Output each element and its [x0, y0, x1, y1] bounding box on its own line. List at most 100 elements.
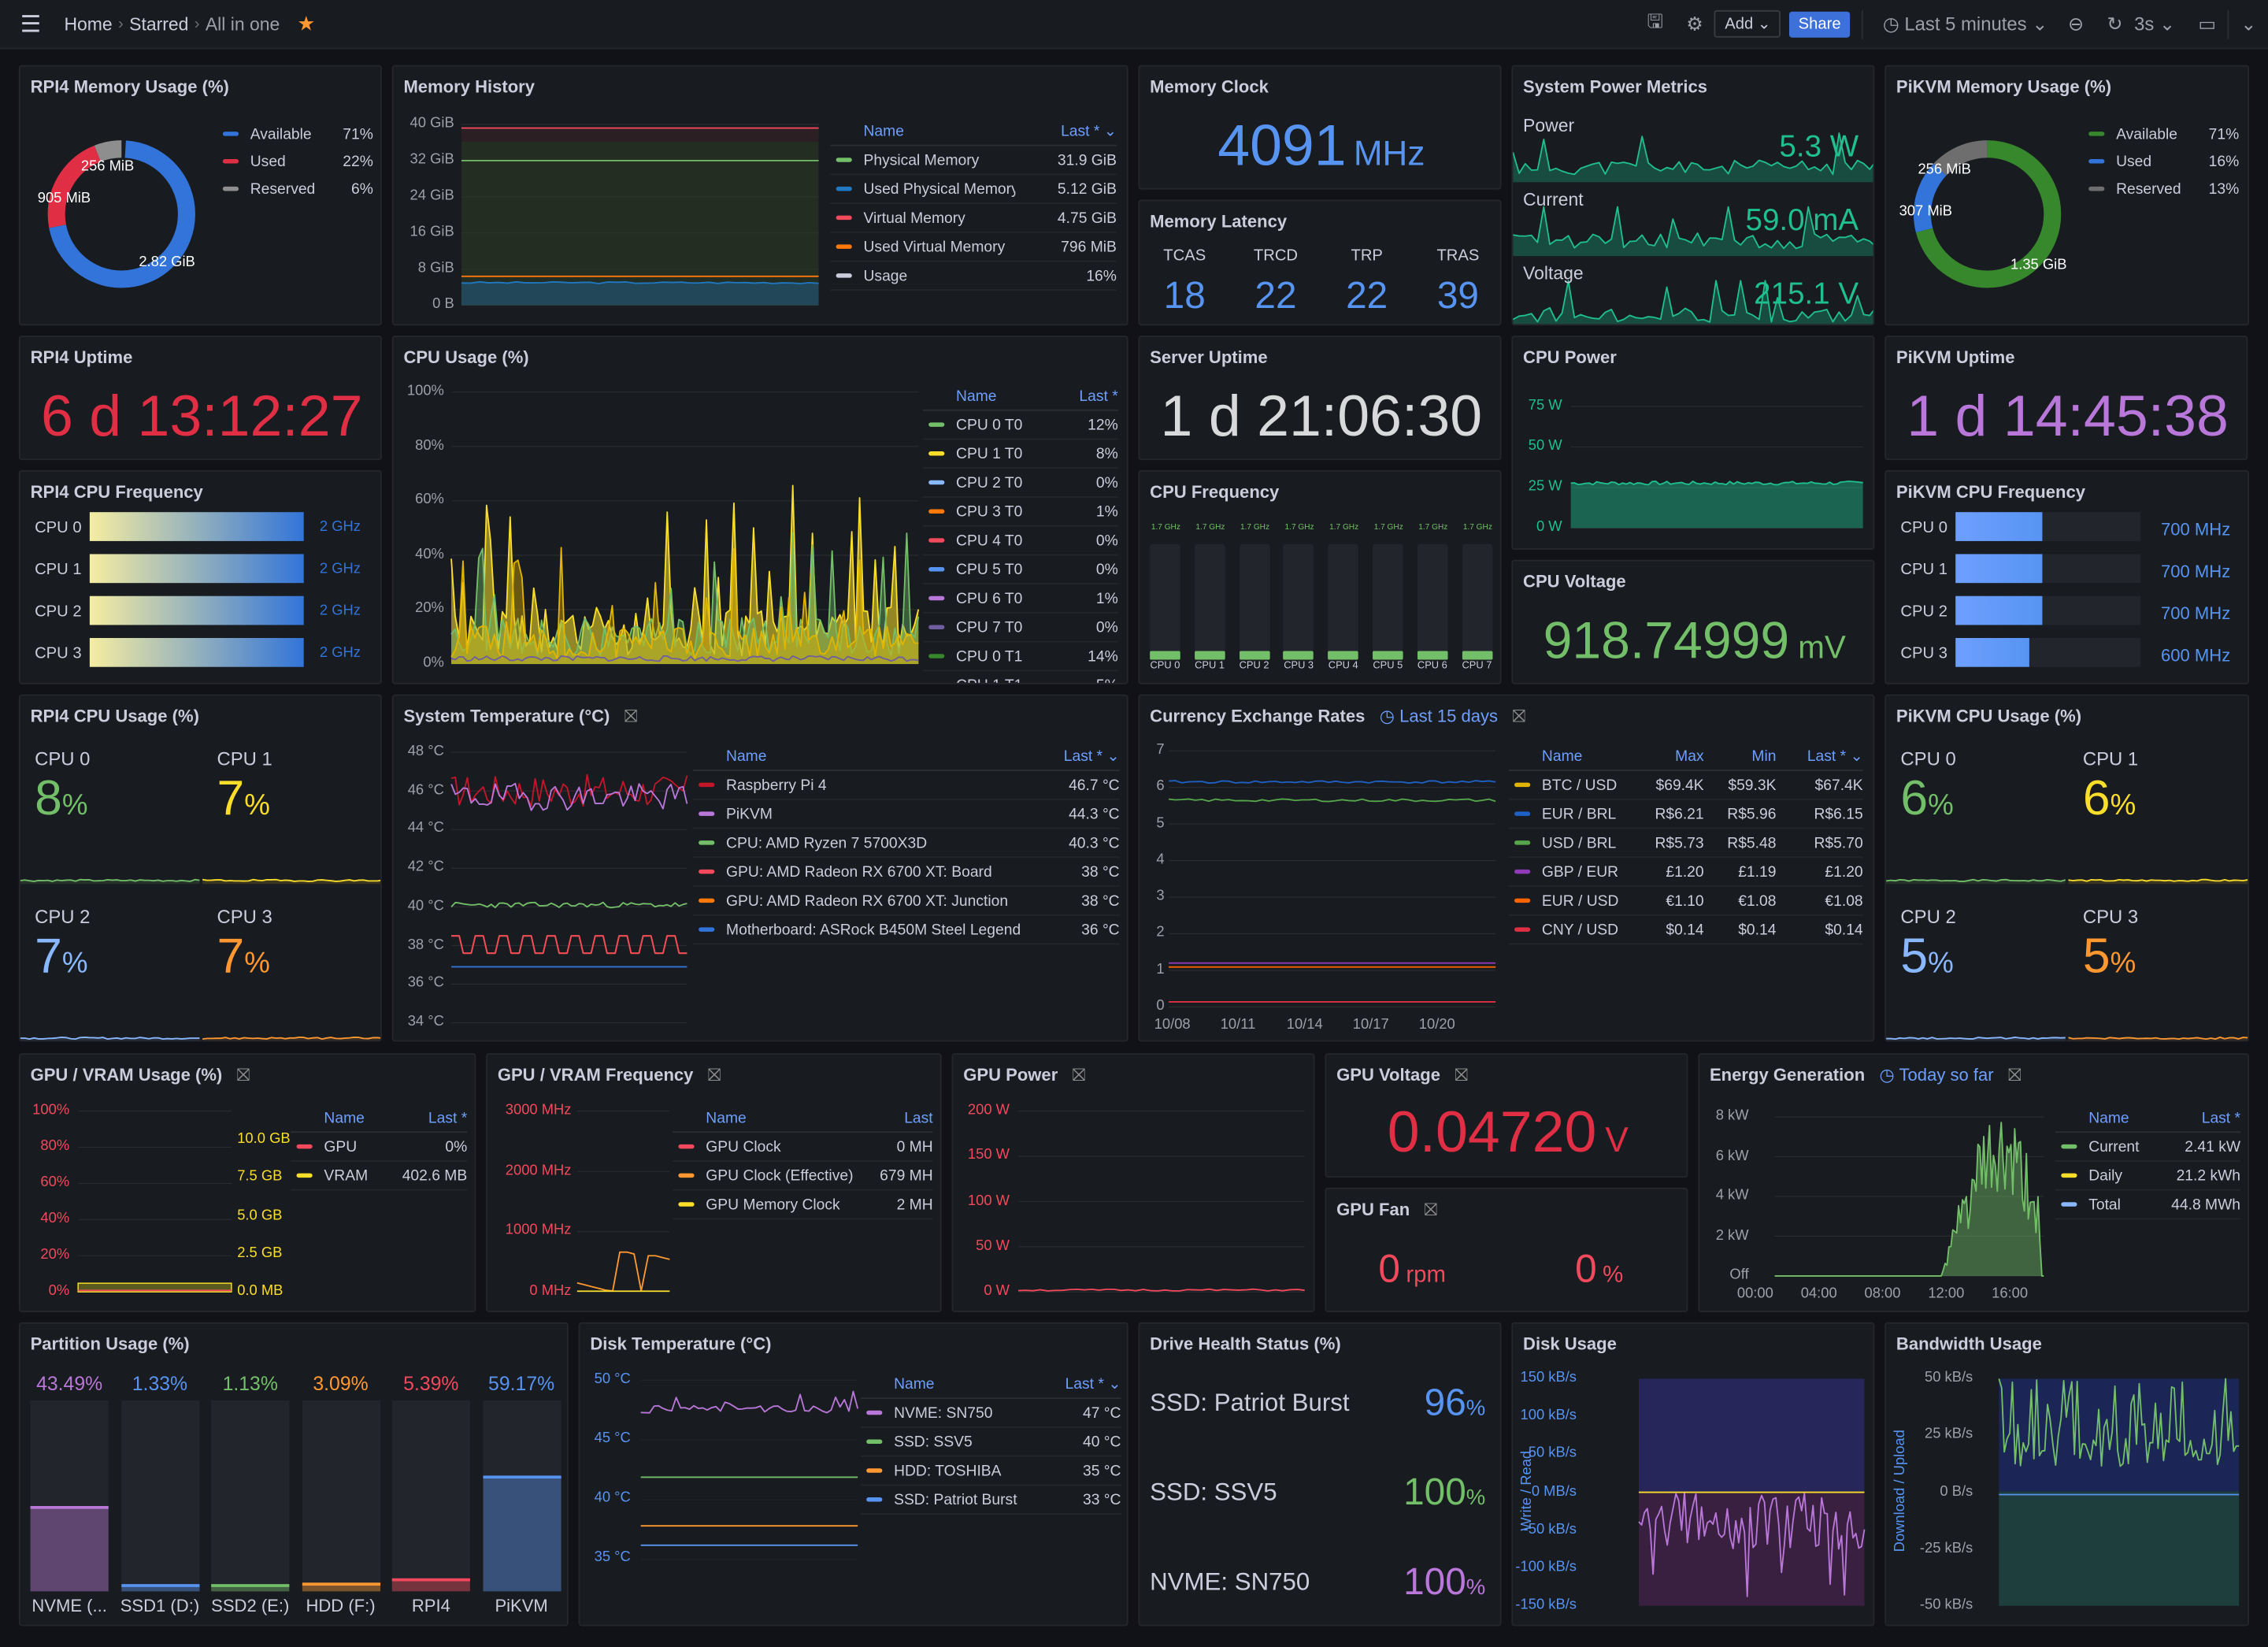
- legend-row[interactable]: Daily 21.2 kWh: [2055, 1162, 2241, 1191]
- legend-header-name[interactable]: Name: [956, 388, 997, 406]
- legend-row[interactable]: CNY / USD $0.14 $0.14 $0.14: [1508, 916, 1863, 945]
- legend-header-name[interactable]: Name: [2088, 1109, 2129, 1127]
- panel-header[interactable]: System Temperature (°C) ⛝: [403, 706, 637, 728]
- gear-icon[interactable]: ⚙: [1686, 12, 1703, 35]
- legend-header-sort[interactable]: Last * ⌄: [1807, 747, 1863, 766]
- legend-row[interactable]: USD / BRL R$5.73 R$5.48 R$5.70: [1508, 829, 1863, 859]
- panel-header[interactable]: GPU / VRAM Frequency ⛝: [498, 1065, 721, 1087]
- legend-row[interactable]: Usage 16%: [830, 262, 1117, 291]
- panel-header[interactable]: Memory Latency: [1150, 211, 1287, 232]
- legend-row[interactable]: CPU 3 T0 1%: [922, 498, 1118, 527]
- legend-header-sort[interactable]: Last *: [428, 1109, 468, 1127]
- legend-row[interactable]: CPU 6 T0 1%: [922, 584, 1118, 614]
- legend-row[interactable]: Used Physical Memory 5.12 GiB: [830, 175, 1117, 204]
- bar-gauge-track[interactable]: [211, 1400, 290, 1592]
- panel-header[interactable]: CPU Power: [1523, 347, 1617, 368]
- legend-row[interactable]: NVME: SN750 47 °C: [860, 1399, 1121, 1428]
- legend-row[interactable]: GPU 0%: [291, 1133, 468, 1162]
- panel-header[interactable]: GPU Voltage ⛝: [1336, 1065, 1468, 1087]
- panel-header[interactable]: GPU Power ⛝: [963, 1065, 1085, 1087]
- panel-header[interactable]: System Power Metrics: [1523, 76, 1707, 97]
- legend-row[interactable]: Current 2.41 kW: [2055, 1133, 2241, 1162]
- legend-header-sort[interactable]: Last *: [2201, 1109, 2241, 1127]
- legend-header-sort[interactable]: Last *: [1079, 388, 1118, 406]
- legend-row[interactable]: EUR / USD €1.10 €1.08 €1.08: [1508, 887, 1863, 916]
- legend-row[interactable]: SSD: SSV5 40 °C: [860, 1428, 1121, 1457]
- panel-header[interactable]: GPU / VRAM Usage (%) ⛝: [31, 1065, 250, 1087]
- panel-header[interactable]: Drive Health Status (%): [1150, 1334, 1341, 1354]
- add-button[interactable]: Add ⌄: [1714, 9, 1781, 38]
- panel-header[interactable]: PiKVM CPU Usage (%): [1896, 706, 2081, 726]
- legend-row[interactable]: SSD: Patriot Burst 33 °C: [860, 1486, 1121, 1515]
- legend-row[interactable]: CPU: AMD Ryzen 7 5700X3D 40.3 °C: [692, 829, 1120, 859]
- legend-header-name[interactable]: Name: [894, 1375, 935, 1393]
- legend-row[interactable]: Available 71%: [2083, 120, 2239, 147]
- panel-header[interactable]: Memory Clock: [1150, 76, 1269, 97]
- bar-gauge-track[interactable]: [120, 1400, 199, 1592]
- legend-row[interactable]: PiKVM 44.3 °C: [692, 800, 1120, 829]
- menu-icon[interactable]: ☰: [20, 12, 42, 37]
- panel-header[interactable]: RPI4 Memory Usage (%): [31, 76, 229, 97]
- share-button[interactable]: Share: [1789, 10, 1850, 37]
- legend-row[interactable]: Virtual Memory 4.75 GiB: [830, 204, 1117, 233]
- time-picker[interactable]: ◷ Last 5 minutes ⌄: [1882, 12, 2048, 35]
- legend-row[interactable]: CPU 1 T0 8%: [922, 440, 1118, 469]
- panel-header[interactable]: Energy Generation ◷ Today so far ⛝: [1710, 1065, 2022, 1087]
- refresh-interval-picker[interactable]: 3s ⌄: [2134, 12, 2176, 35]
- legend-row[interactable]: Used 22%: [217, 147, 373, 175]
- legend-header-sort[interactable]: Last * ⌄: [1061, 123, 1117, 141]
- legend-row[interactable]: Available 71%: [217, 120, 373, 147]
- legend-header-name[interactable]: Name: [1541, 747, 1583, 766]
- legend-row[interactable]: HDD: TOSHIBA 35 °C: [860, 1457, 1121, 1486]
- legend-header-sort[interactable]: Last * ⌄: [1065, 1375, 1121, 1393]
- legend-row[interactable]: Used 16%: [2083, 147, 2239, 175]
- breadcrumb-starred[interactable]: Starred: [129, 13, 189, 35]
- legend-row[interactable]: Reserved 13%: [2083, 175, 2239, 202]
- legend-row[interactable]: VRAM 402.6 MB: [291, 1162, 468, 1191]
- legend-header-name[interactable]: Name: [726, 747, 767, 766]
- panel-header[interactable]: GPU Fan ⛝: [1336, 1200, 1437, 1222]
- tv-mode-icon[interactable]: ▭: [2198, 12, 2216, 35]
- legend-row[interactable]: Total 44.8 MWh: [2055, 1191, 2241, 1220]
- chevron-down-icon[interactable]: ⌄: [2240, 12, 2257, 35]
- legend-row[interactable]: GPU Memory Clock 2 MH: [673, 1191, 933, 1220]
- panel-header[interactable]: Partition Usage (%): [31, 1334, 190, 1354]
- legend-row[interactable]: CPU 4 T0 0%: [922, 527, 1118, 556]
- legend-row[interactable]: GPU: AMD Radeon RX 6700 XT: Junction 38 °…: [692, 887, 1120, 916]
- legend-row[interactable]: CPU 1 T15%: [923, 671, 1118, 683]
- legend-row[interactable]: Reserved 6%: [217, 175, 373, 202]
- star-icon[interactable]: ★: [297, 11, 316, 35]
- breadcrumb-home[interactable]: Home: [64, 13, 113, 35]
- legend-row[interactable]: Raspberry Pi 4 46.7 °C: [692, 771, 1120, 800]
- save-icon[interactable]: 🖫: [1647, 9, 1663, 32]
- panel-header[interactable]: Disk Usage: [1523, 1334, 1617, 1354]
- panel-header[interactable]: PiKVM Memory Usage (%): [1896, 76, 2111, 97]
- legend-row[interactable]: GPU: AMD Radeon RX 6700 XT: Board 38 °C: [692, 858, 1120, 887]
- legend-row[interactable]: GPU Clock (Effective) 679 MH: [673, 1162, 933, 1191]
- legend-row[interactable]: CPU 0 T0 12%: [922, 411, 1118, 440]
- legend-header-name[interactable]: Name: [324, 1109, 365, 1127]
- legend-row[interactable]: Motherboard: ASRock B450M Steel Legend 36…: [692, 916, 1120, 945]
- legend-row[interactable]: CPU 0 T1 14%: [922, 642, 1118, 672]
- legend-row[interactable]: CPU 2 T0 0%: [922, 469, 1118, 498]
- bar-gauge-track[interactable]: [482, 1400, 561, 1592]
- legend-header-name[interactable]: Name: [706, 1109, 747, 1127]
- legend-row[interactable]: EUR / BRL R$6.21 R$5.96 R$6.15: [1508, 800, 1863, 829]
- legend-header-sort[interactable]: Max: [1675, 747, 1704, 766]
- panel-header[interactable]: Memory History: [403, 76, 535, 97]
- panel-header[interactable]: CPU Usage (%): [403, 347, 528, 368]
- legend-header-sort[interactable]: Last * ⌄: [1063, 747, 1120, 766]
- panel-header[interactable]: PiKVM Uptime: [1896, 347, 2015, 368]
- panel-header[interactable]: RPI4 CPU Usage (%): [31, 706, 199, 726]
- panel-header[interactable]: RPI4 Uptime: [31, 347, 133, 368]
- panel-header[interactable]: PiKVM CPU Frequency: [1896, 482, 2085, 503]
- legend-row[interactable]: GBP / EUR £1.20 £1.19 £1.20: [1508, 858, 1863, 887]
- legend-header-sort[interactable]: Min: [1751, 747, 1777, 766]
- refresh-icon[interactable]: ↻: [2107, 12, 2123, 35]
- legend-row[interactable]: BTC / USD $69.4K $59.3K $67.4K: [1508, 771, 1863, 800]
- panel-header[interactable]: CPU Frequency: [1150, 482, 1279, 503]
- legend-row[interactable]: Used Virtual Memory 796 MiB: [830, 233, 1117, 262]
- bar-gauge-track[interactable]: [301, 1400, 380, 1592]
- legend-header-name[interactable]: Name: [863, 123, 904, 141]
- bar-gauge-track[interactable]: [391, 1400, 470, 1592]
